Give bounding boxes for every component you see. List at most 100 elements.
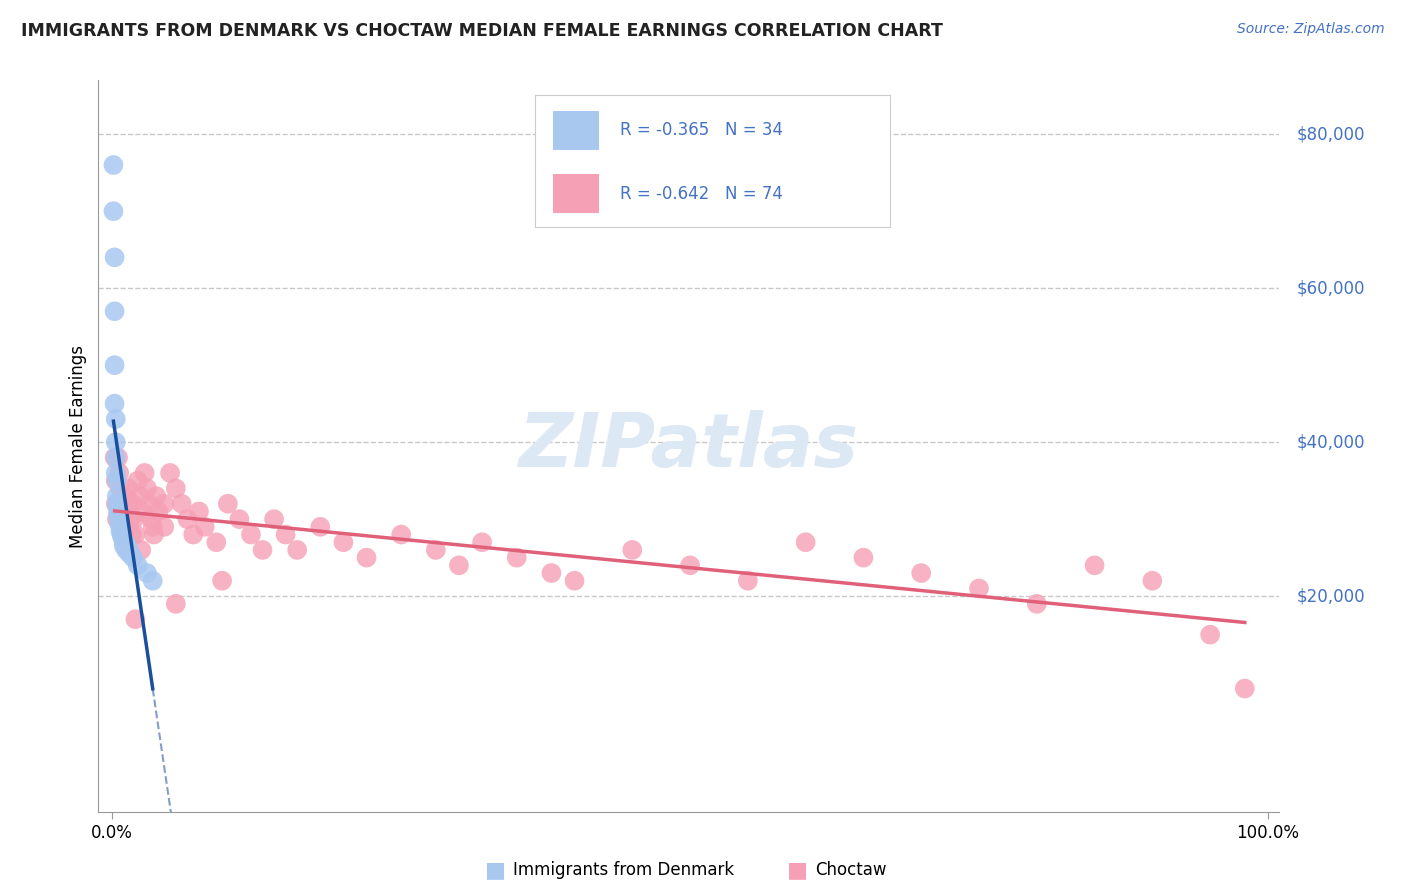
Point bbox=[122, 497, 145, 511]
Point bbox=[205, 535, 228, 549]
Point bbox=[621, 543, 644, 558]
Point bbox=[148, 504, 170, 518]
Point bbox=[111, 512, 134, 526]
Point bbox=[105, 497, 128, 511]
Point bbox=[117, 481, 139, 495]
Point bbox=[136, 481, 159, 495]
Point bbox=[181, 527, 204, 541]
Point bbox=[112, 539, 135, 553]
Point bbox=[107, 450, 129, 465]
Point bbox=[105, 489, 128, 503]
Point bbox=[104, 397, 127, 411]
Point bbox=[165, 597, 187, 611]
Point bbox=[110, 527, 132, 541]
Point bbox=[115, 504, 138, 518]
Point bbox=[142, 527, 165, 541]
Point bbox=[540, 566, 562, 580]
Point bbox=[145, 489, 167, 503]
Point bbox=[110, 527, 132, 541]
Point bbox=[447, 558, 470, 573]
Point bbox=[122, 512, 145, 526]
Point bbox=[120, 512, 142, 526]
Point bbox=[165, 481, 187, 495]
Point bbox=[104, 450, 127, 465]
Point bbox=[506, 550, 529, 565]
Point bbox=[122, 550, 145, 565]
Point bbox=[104, 474, 127, 488]
Point bbox=[104, 358, 127, 372]
Point bbox=[1142, 574, 1164, 588]
Point bbox=[159, 466, 181, 480]
Point bbox=[118, 497, 141, 511]
Point bbox=[104, 450, 127, 465]
Text: $40,000: $40,000 bbox=[1296, 434, 1365, 451]
Point bbox=[127, 558, 149, 573]
Point bbox=[134, 466, 156, 480]
Point bbox=[1083, 558, 1105, 573]
Point bbox=[285, 543, 308, 558]
Point bbox=[141, 512, 163, 526]
Point bbox=[142, 520, 165, 534]
Point bbox=[108, 466, 131, 480]
Point bbox=[104, 251, 127, 265]
Point bbox=[679, 558, 702, 573]
Point bbox=[188, 504, 211, 518]
Point bbox=[852, 550, 875, 565]
Text: IMMIGRANTS FROM DENMARK VS CHOCTAW MEDIAN FEMALE EARNINGS CORRELATION CHART: IMMIGRANTS FROM DENMARK VS CHOCTAW MEDIA… bbox=[21, 22, 943, 40]
Point bbox=[471, 535, 494, 549]
Point bbox=[127, 474, 149, 488]
Point bbox=[211, 574, 233, 588]
Point bbox=[124, 612, 146, 626]
Text: ■: ■ bbox=[787, 860, 808, 880]
Point bbox=[129, 489, 152, 503]
Point bbox=[136, 566, 159, 580]
Point bbox=[252, 543, 274, 558]
Point bbox=[115, 543, 138, 558]
Point bbox=[105, 512, 128, 526]
Point bbox=[153, 497, 176, 511]
Point bbox=[138, 497, 160, 511]
Point bbox=[112, 527, 135, 541]
Point bbox=[110, 520, 132, 534]
Point bbox=[104, 304, 127, 318]
Y-axis label: Median Female Earnings: Median Female Earnings bbox=[69, 344, 87, 548]
Point bbox=[176, 512, 198, 526]
Point bbox=[1233, 681, 1256, 696]
Point bbox=[107, 500, 129, 515]
Point bbox=[737, 574, 759, 588]
Point bbox=[142, 574, 165, 588]
Point bbox=[103, 158, 125, 172]
Point bbox=[108, 516, 131, 530]
Point bbox=[309, 520, 332, 534]
Point bbox=[117, 539, 139, 553]
Point bbox=[107, 508, 129, 523]
Point bbox=[910, 566, 932, 580]
Text: Source: ZipAtlas.com: Source: ZipAtlas.com bbox=[1237, 22, 1385, 37]
Point bbox=[110, 497, 132, 511]
Point bbox=[170, 497, 193, 511]
Point bbox=[153, 520, 176, 534]
Point bbox=[131, 504, 153, 518]
Point bbox=[108, 512, 131, 526]
Point bbox=[104, 466, 127, 480]
Text: ■: ■ bbox=[485, 860, 506, 880]
Point bbox=[117, 520, 139, 534]
Point bbox=[107, 504, 129, 518]
Point bbox=[263, 512, 285, 526]
Point bbox=[121, 527, 143, 541]
Point bbox=[103, 204, 125, 219]
Point bbox=[111, 532, 134, 546]
Point bbox=[112, 535, 135, 549]
Point bbox=[425, 543, 447, 558]
Point bbox=[389, 527, 412, 541]
Point bbox=[239, 527, 262, 541]
Point bbox=[564, 574, 586, 588]
Text: $80,000: $80,000 bbox=[1296, 125, 1365, 144]
Point bbox=[967, 582, 990, 596]
Point bbox=[356, 550, 378, 565]
Point bbox=[217, 497, 239, 511]
Point bbox=[105, 474, 128, 488]
Point bbox=[104, 497, 127, 511]
Text: $60,000: $60,000 bbox=[1296, 279, 1365, 297]
Point bbox=[114, 535, 136, 549]
